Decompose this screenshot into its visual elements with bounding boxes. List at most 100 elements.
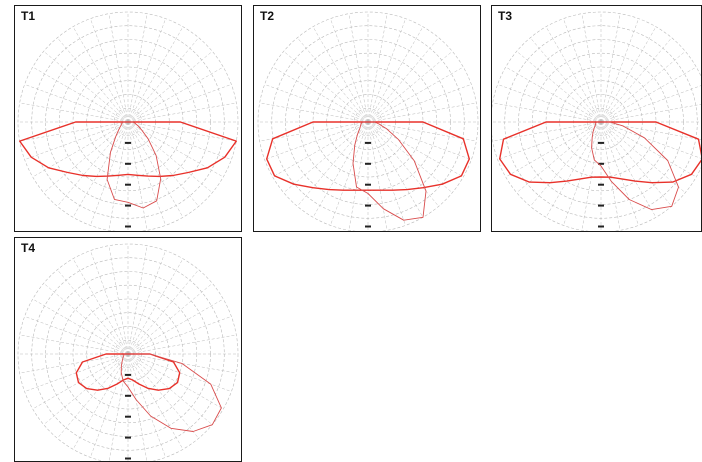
grid-circle	[17, 11, 239, 231]
axis-tick-mark	[125, 373, 131, 376]
grid-spoke	[32, 298, 129, 355]
grid-spoke	[264, 121, 369, 160]
chart-title: T3	[498, 9, 513, 23]
grid-spoke	[127, 250, 166, 355]
grid-spoke	[127, 121, 237, 142]
grid-spoke	[283, 51, 369, 123]
grid-spoke	[108, 13, 129, 123]
axis-tick-mark	[365, 162, 371, 165]
polar-chart-t1: T1	[14, 5, 242, 232]
chart-title: T1	[21, 9, 36, 23]
grid-spoke	[492, 121, 602, 142]
series-curve	[75, 353, 181, 391]
grid-spoke	[127, 316, 232, 355]
grid-spoke	[72, 353, 129, 450]
grid-spoke	[516, 121, 602, 193]
grid-spoke	[24, 84, 129, 123]
grid-spoke	[127, 353, 148, 461]
axis-tick-mark	[365, 183, 371, 186]
grid-spoke	[497, 121, 602, 160]
polar-plot	[257, 11, 479, 231]
grid-spoke	[57, 269, 129, 355]
grid-spoke	[600, 104, 701, 123]
grid-spoke	[57, 37, 129, 123]
series-curve	[19, 121, 237, 178]
polar-chart-t3: T3	[491, 5, 702, 232]
grid-spoke	[32, 121, 129, 178]
grid-spoke	[600, 51, 686, 123]
polar-chart-t2: T2	[253, 5, 481, 232]
series-curve	[499, 121, 701, 184]
grid-spoke	[127, 121, 148, 231]
grid-spoke	[600, 121, 639, 226]
grid-spoke	[367, 121, 424, 218]
grid-spoke	[32, 353, 129, 410]
axis-tick-mark	[125, 394, 131, 397]
grid-spoke	[127, 121, 184, 218]
chart-title: T2	[260, 9, 275, 23]
grid-spoke	[57, 353, 129, 439]
grid-spoke	[127, 66, 224, 123]
grid-spoke	[297, 121, 369, 207]
grid-spoke	[563, 18, 602, 123]
grid-spoke	[600, 121, 672, 207]
grid-spoke	[367, 66, 464, 123]
grid-spoke	[127, 298, 224, 355]
series-curve	[106, 121, 162, 209]
grid-spoke	[43, 283, 129, 355]
axis-tick-mark	[125, 183, 131, 186]
grid-spoke	[19, 334, 129, 355]
grid-spoke	[312, 121, 369, 218]
axis-tick-mark	[598, 162, 604, 165]
grid-spoke	[127, 353, 237, 374]
grid-spoke	[581, 13, 602, 123]
grid-spoke	[367, 13, 388, 123]
axis-tick-mark	[125, 415, 131, 418]
grid-spoke	[367, 84, 472, 123]
grid-spoke	[259, 102, 369, 123]
grid-spoke	[348, 121, 369, 231]
grid-spoke	[127, 258, 184, 355]
polar-plot	[17, 11, 239, 231]
grid-spoke	[57, 121, 129, 207]
grid-spoke	[90, 250, 129, 355]
polar-plot	[17, 243, 239, 461]
grid-spoke	[90, 353, 129, 458]
grid-spoke	[600, 37, 672, 123]
grid-spoke	[348, 13, 369, 123]
grid-spoke	[581, 121, 602, 231]
grid-spoke	[367, 121, 472, 160]
grid-spoke	[272, 66, 369, 123]
grid-spoke	[530, 121, 602, 207]
grid-spoke	[43, 353, 129, 425]
grid-circle	[58, 52, 198, 192]
grid-spoke	[43, 121, 129, 193]
grid-spoke	[600, 121, 701, 159]
grid-spoke	[127, 353, 184, 450]
grid-circle	[17, 243, 239, 461]
grid-spoke	[43, 51, 129, 123]
grid-spoke	[108, 245, 129, 355]
series-curve	[352, 121, 427, 221]
axis-tick-mark	[598, 204, 604, 207]
series-curve	[120, 353, 222, 432]
grid-spoke	[492, 102, 602, 123]
grid-spoke	[264, 84, 369, 123]
grid-spoke	[127, 121, 166, 226]
grid-spoke	[72, 26, 129, 123]
grid-circle	[531, 52, 671, 192]
grid-spoke	[72, 121, 129, 218]
axis-tick-mark	[125, 162, 131, 165]
grid-spoke	[127, 269, 199, 355]
grid-spoke	[283, 121, 369, 193]
axis-tick-mark	[125, 225, 131, 228]
grid-spoke	[367, 121, 406, 226]
grid-spoke	[367, 121, 439, 207]
grid-spoke	[127, 283, 213, 355]
grid-spoke	[108, 121, 129, 231]
grid-spoke	[127, 353, 199, 439]
grid-spoke	[367, 121, 464, 178]
grid-spoke	[90, 121, 129, 226]
grid-spoke	[367, 121, 388, 231]
axis-tick-mark	[598, 183, 604, 186]
